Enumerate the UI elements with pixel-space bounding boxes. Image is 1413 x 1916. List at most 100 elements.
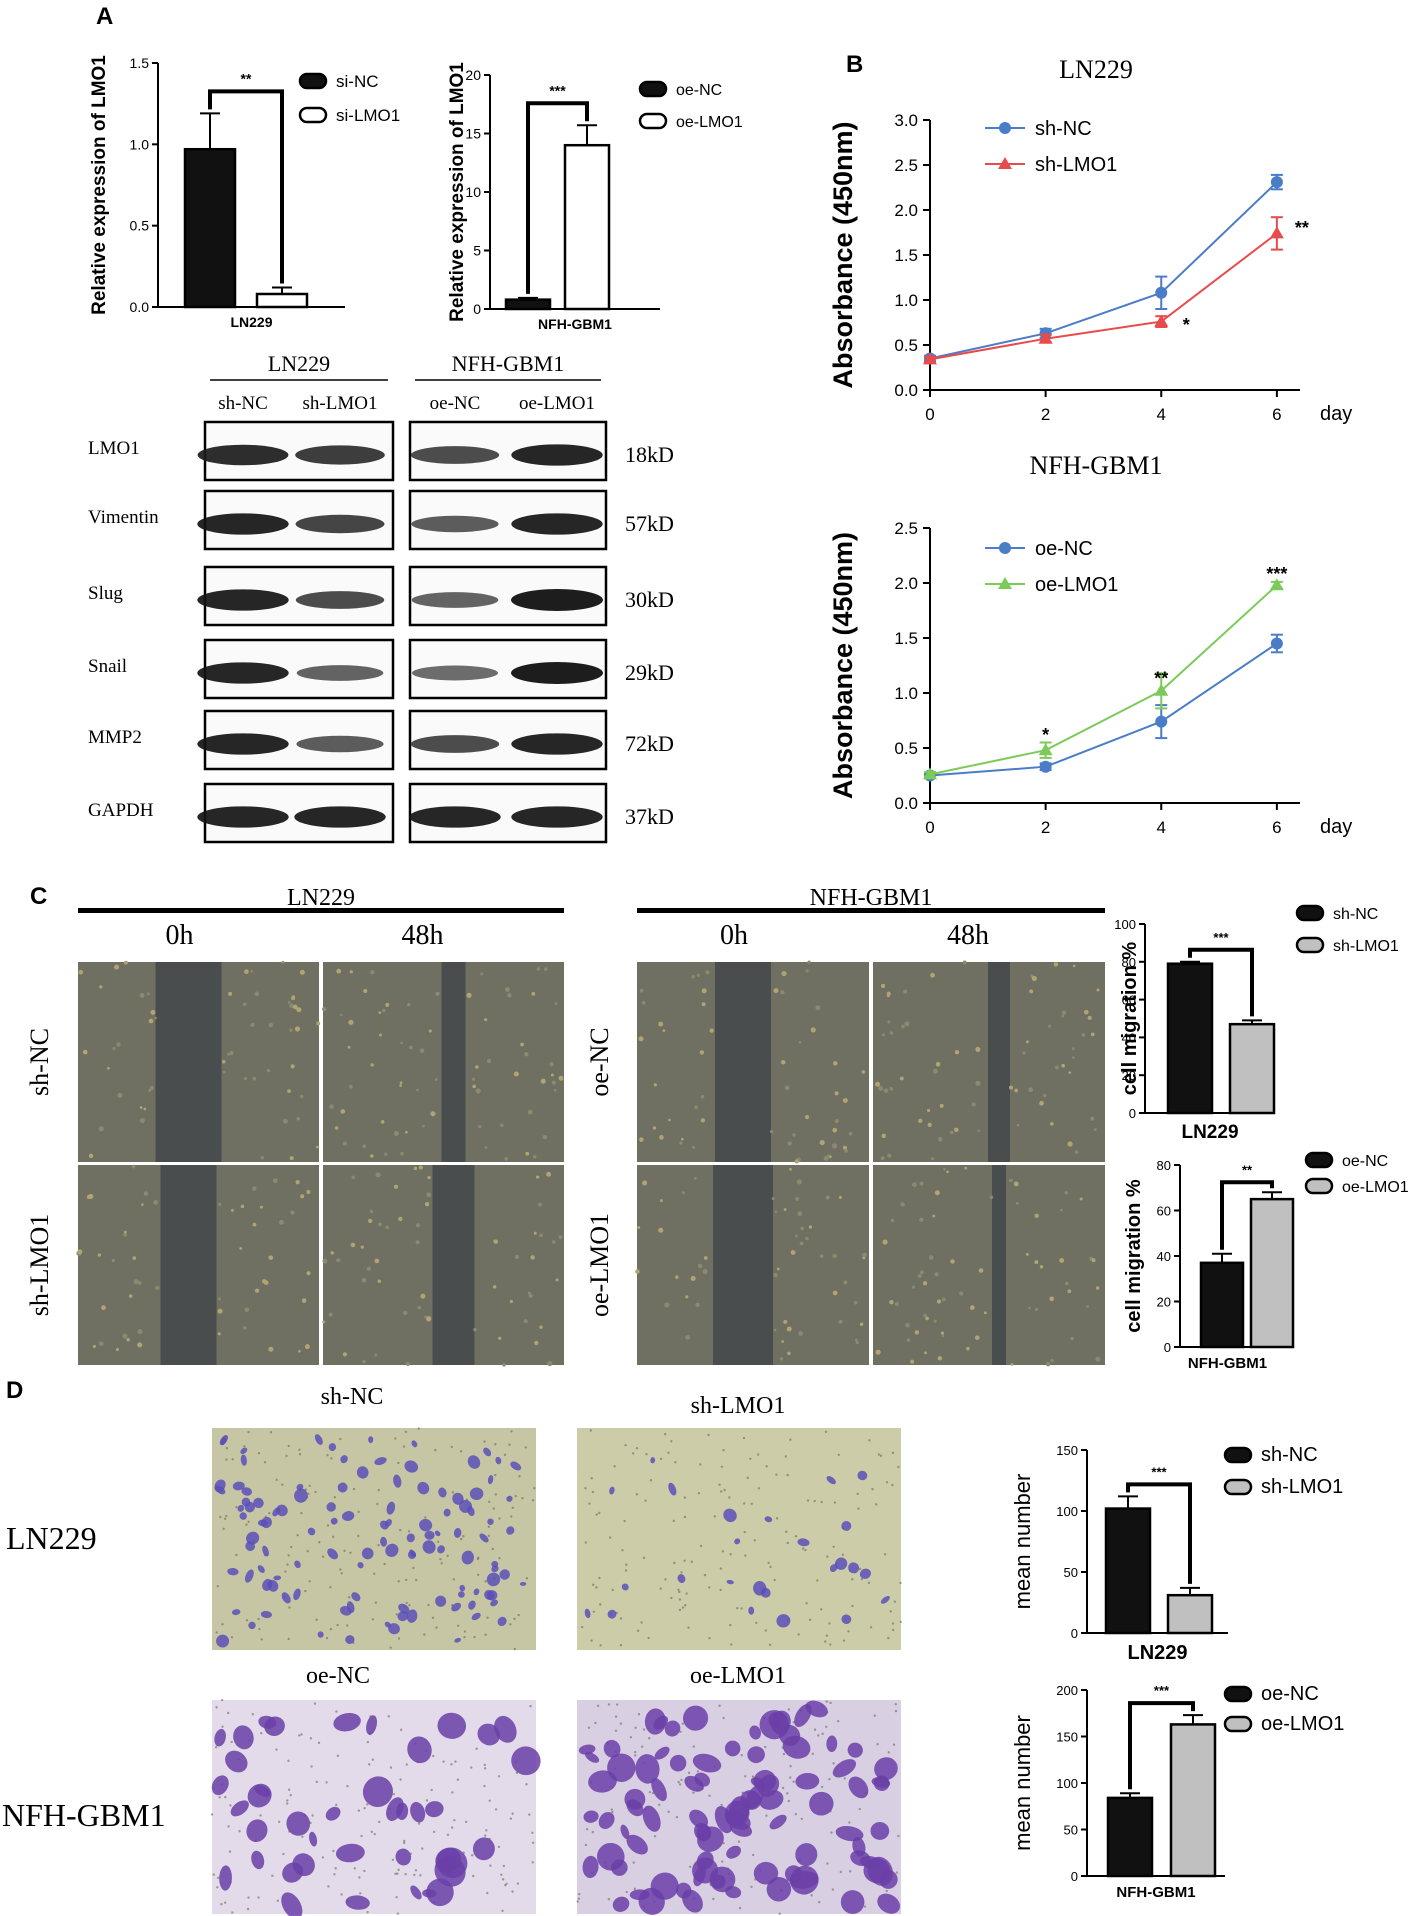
pore-dot: [221, 1623, 224, 1626]
x-tick-label: 4: [1157, 818, 1166, 837]
cell-speck: [139, 1106, 143, 1109]
stained-cell: [874, 1757, 898, 1781]
pore-dot: [707, 1433, 710, 1437]
pore-dot: [296, 1533, 299, 1537]
stained-cell: [214, 1728, 226, 1747]
cell-speck: [1010, 1362, 1014, 1366]
pore-dot: [277, 1820, 281, 1824]
pore-dot: [592, 1610, 596, 1613]
cell-speck: [349, 1084, 353, 1089]
y-tick-label: 1.5: [894, 629, 918, 648]
cell-speck: [832, 1127, 838, 1133]
cell-speck: [114, 964, 120, 970]
pore-dot: [678, 1608, 682, 1612]
pore-dot: [509, 1623, 512, 1626]
cell-speck: [790, 1250, 796, 1255]
bar-oe-lmo1: [1249, 1197, 1295, 1349]
pore-dot: [525, 1577, 529, 1580]
pore-dot: [670, 1440, 673, 1443]
stained-cell: [233, 1725, 254, 1750]
pore-dot: [456, 1778, 460, 1781]
stained-cell: [880, 1595, 890, 1604]
pore-dot: [489, 1864, 492, 1867]
y-tick-label: 0.0: [130, 299, 150, 315]
pore-dot: [224, 1795, 227, 1799]
pore-dot: [501, 1878, 505, 1881]
cell-speck: [1095, 1286, 1100, 1290]
cell-speck: [779, 1357, 784, 1361]
cell-speck: [328, 1312, 333, 1317]
cell-speck: [773, 1272, 778, 1278]
cell-speck: [664, 1302, 670, 1308]
pore-dot: [624, 1569, 628, 1572]
scratch-row-label: oe-NC: [585, 1027, 614, 1096]
pore-dot: [243, 1445, 246, 1448]
pore-dot: [594, 1721, 597, 1725]
pore-dot: [235, 1553, 238, 1557]
pore-dot: [675, 1815, 679, 1819]
stained-cell: [519, 1581, 527, 1586]
pore-dot: [413, 1873, 416, 1877]
pore-dot: [222, 1527, 225, 1531]
pore-dot: [685, 1592, 688, 1595]
pore-dot: [269, 1431, 273, 1434]
pore-dot: [831, 1888, 835, 1891]
cell-speck: [399, 1084, 403, 1087]
x-unit-label: day: [1320, 816, 1352, 838]
cell-speck: [292, 1004, 298, 1010]
cell-speck: [789, 1167, 792, 1171]
cell-speck: [1068, 1071, 1072, 1074]
pore-dot: [218, 1796, 221, 1799]
stained-cell: [220, 1437, 227, 1446]
cell-speck: [1064, 1281, 1069, 1286]
cell-speck: [473, 1328, 477, 1332]
pore-dot: [325, 1636, 329, 1640]
legend-swatch: [1223, 1685, 1253, 1703]
stained-cell: [506, 1495, 513, 1502]
pore-dot: [397, 1637, 401, 1640]
stained-cell: [454, 1637, 461, 1643]
pore-dot: [484, 1633, 487, 1636]
stained-cell: [859, 1568, 872, 1579]
pore-dot: [743, 1502, 746, 1505]
cell-speck: [919, 1181, 924, 1186]
cell-speck: [833, 1061, 838, 1066]
stained-cell: [497, 1616, 507, 1626]
y-tick-label: 1.5: [894, 246, 918, 265]
pore-dot: [678, 1783, 682, 1786]
pore-dot: [423, 1633, 426, 1636]
pore-dot: [883, 1553, 887, 1556]
stained-cell: [262, 1545, 269, 1557]
cell-speck: [842, 1145, 848, 1150]
cell-speck: [150, 1009, 156, 1015]
stained-cell: [386, 1501, 396, 1515]
y-tick-label: 2.5: [894, 156, 918, 175]
legend-swatch: [1295, 936, 1325, 954]
scratch-row-label: sh-NC: [25, 1028, 54, 1096]
cell-speck: [639, 1137, 644, 1142]
pore-dot: [636, 1629, 640, 1632]
pore-dot: [359, 1892, 362, 1895]
cell-speck: [918, 1118, 923, 1124]
pore-dot: [623, 1519, 626, 1523]
stained-cell: [328, 1443, 337, 1452]
stained-cell: [491, 1561, 499, 1568]
protein-label: Slug: [88, 583, 123, 604]
bar-chart-ln229-invasion: 0 50 100 150 mean number LN229 *** sh-NC sh-LMO1: [1010, 1443, 1343, 1664]
pore-dot: [454, 1760, 457, 1763]
pore-dot: [436, 1540, 440, 1543]
pore-dot: [797, 1633, 800, 1636]
cell-speck: [334, 1126, 339, 1130]
stained-cell: [411, 1440, 418, 1448]
blot-band: [296, 665, 384, 681]
pore-dot: [419, 1874, 422, 1877]
pore-dot: [670, 1596, 673, 1600]
pore-dot: [399, 1528, 402, 1532]
cell-speck: [697, 1263, 703, 1269]
pore-dot: [847, 1630, 850, 1633]
pore-dot: [874, 1503, 878, 1506]
cell-speck: [227, 1052, 230, 1056]
pore-dot: [804, 1548, 807, 1552]
cell-speck: [937, 1356, 943, 1361]
